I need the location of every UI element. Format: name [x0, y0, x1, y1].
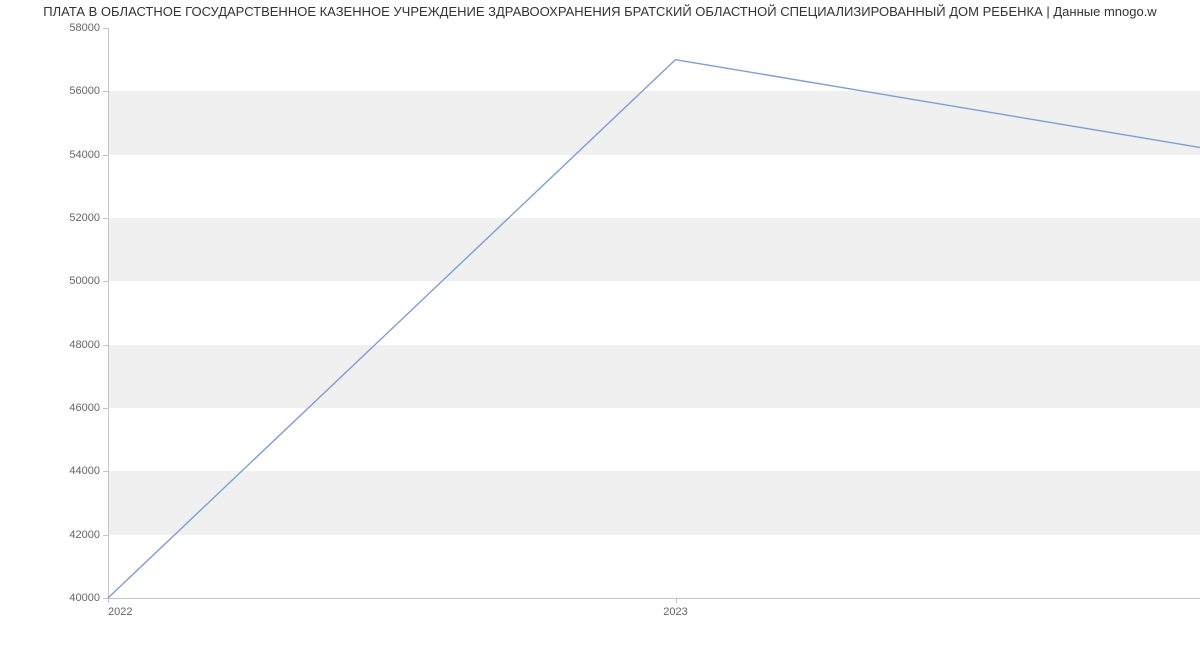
y-tick-label: 40000 — [60, 592, 100, 604]
x-tick-label: 2022 — [108, 606, 132, 618]
y-tick-label: 46000 — [60, 402, 100, 414]
y-tick-label: 54000 — [60, 149, 100, 161]
y-tick-label: 50000 — [60, 275, 100, 287]
y-tick-label: 48000 — [60, 339, 100, 351]
y-tick-label: 52000 — [60, 212, 100, 224]
y-tick-label: 58000 — [60, 22, 100, 34]
y-tick-label: 42000 — [60, 529, 100, 541]
plot-area: 4000042000440004600048000500005200054000… — [108, 28, 1200, 598]
x-axis-line — [108, 598, 1200, 599]
series-layer — [108, 28, 1200, 598]
x-tick-label: 2023 — [663, 606, 687, 618]
chart-title: ПЛАТА В ОБЛАСТНОЕ ГОСУДАРСТВЕННОЕ КАЗЕНН… — [0, 4, 1200, 19]
y-tick-label: 56000 — [60, 85, 100, 97]
y-tick-label: 44000 — [60, 465, 100, 477]
series-line — [108, 60, 1200, 598]
